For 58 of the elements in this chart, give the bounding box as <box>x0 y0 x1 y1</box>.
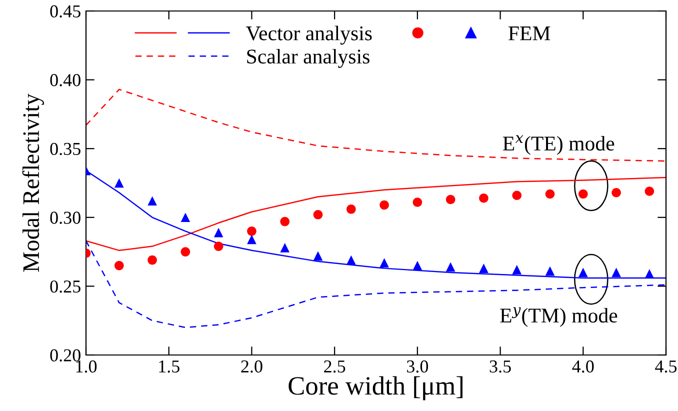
line-series <box>86 176 666 252</box>
x-tick-label: 3.5 <box>490 360 511 373</box>
line-series <box>86 88 666 162</box>
x-tick-label: 3.0 <box>407 360 428 373</box>
x-tick-label: 1.5 <box>159 360 180 373</box>
line-series <box>86 240 666 328</box>
point <box>578 189 588 199</box>
point <box>214 228 224 238</box>
point <box>346 255 356 265</box>
x-axis-title: Core width [μm] <box>288 376 462 400</box>
annotation: E$^{y}$(TM) mode <box>500 307 618 327</box>
point <box>180 212 190 222</box>
x-tick-label: 4.5 <box>655 360 677 373</box>
y-tick-label: 0.25 <box>50 280 80 293</box>
point <box>479 264 488 273</box>
point <box>180 247 190 256</box>
point <box>313 210 323 220</box>
point <box>346 204 356 214</box>
point <box>214 242 224 251</box>
point <box>148 196 157 206</box>
point <box>412 198 422 207</box>
point <box>313 251 323 261</box>
point <box>612 268 621 278</box>
x-tick-label: 2.0 <box>241 360 262 373</box>
point <box>412 260 422 270</box>
x-tick-label: 1.0 <box>76 360 97 373</box>
point <box>148 255 157 265</box>
point <box>479 193 488 203</box>
legend-label: Vector analysis <box>246 26 372 45</box>
point <box>545 266 555 276</box>
point <box>578 268 588 278</box>
point <box>380 258 389 268</box>
point <box>280 216 290 226</box>
point <box>114 178 124 188</box>
y-tick-label: 0.20 <box>50 349 80 362</box>
point <box>545 189 555 199</box>
y-axis-title: Modal Reflectivity <box>22 94 44 272</box>
legend-label: FEM <box>508 26 550 40</box>
y-tick-label: 0.35 <box>50 142 80 156</box>
point <box>247 234 256 244</box>
point <box>380 200 389 210</box>
point <box>512 265 522 274</box>
point <box>446 262 456 272</box>
point <box>280 243 290 252</box>
x-tick-label: 4.0 <box>572 360 594 373</box>
point <box>612 188 621 198</box>
point <box>247 226 256 236</box>
point <box>512 190 522 200</box>
annotation: E$^{x}$(TE) mode <box>502 135 614 155</box>
point <box>446 194 456 204</box>
point <box>644 186 654 196</box>
y-tick-label: 0.40 <box>50 74 80 86</box>
legend-label: Scalar analysis <box>247 48 370 68</box>
y-tick-label: 0.30 <box>50 212 80 224</box>
point <box>644 269 654 278</box>
y-tick-label: 0.45 <box>50 5 80 18</box>
point <box>114 260 124 270</box>
x-tick-label: 2.5 <box>324 360 346 373</box>
